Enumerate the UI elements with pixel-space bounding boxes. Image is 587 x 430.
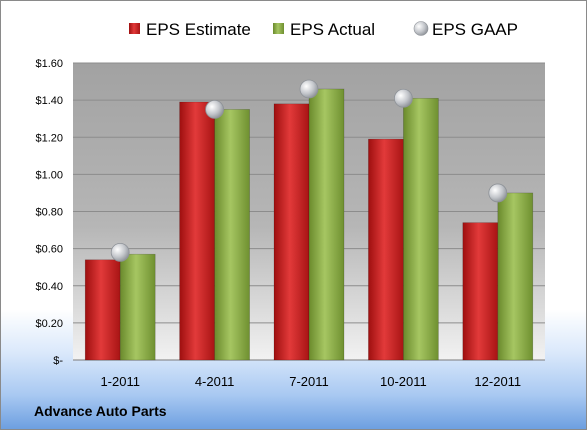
x-axis-categories: 1-2011 4-2011 7-2011 10-2011 12-2011	[100, 374, 521, 389]
marker-eps-gaap	[110, 242, 130, 262]
y-tick-label: $0.20	[35, 318, 63, 330]
chart-caption: Advance Auto Parts	[34, 403, 167, 419]
y-axis-ticks: $- $0.20 $0.40 $0.60 $0.80 $1.00 $1.20 $1.40 $1.…	[35, 58, 63, 367]
gaap-markers	[110, 79, 508, 262]
bar-eps-actual	[308, 88, 345, 361]
marker-eps-gaap	[205, 100, 225, 119]
bar-eps-actual	[403, 97, 439, 361]
x-category-label: 7-2011	[289, 374, 329, 389]
bar-eps-actual	[497, 192, 534, 361]
bar-eps-estimate	[368, 138, 404, 361]
legend-label: EPS Actual	[290, 20, 375, 39]
legend-label: EPS Estimate	[146, 20, 251, 39]
bar-eps-actual	[214, 109, 250, 361]
x-category-label: 10-2011	[380, 374, 427, 389]
y-tick-label: $1.40	[35, 95, 63, 107]
marker-eps-gaap	[299, 79, 319, 99]
x-category-label: 12-2011	[474, 374, 521, 389]
y-tick-label: $1.60	[35, 58, 63, 70]
x-category-label: 1-2011	[100, 374, 140, 389]
legend-swatch	[273, 23, 284, 34]
bar-eps-estimate	[179, 101, 215, 361]
y-tick-label: $0.60	[35, 244, 63, 256]
legend-swatch	[413, 21, 429, 36]
legend-swatch	[129, 23, 140, 34]
bars	[84, 88, 534, 361]
bar-eps-estimate	[273, 103, 310, 361]
marker-eps-gaap	[488, 183, 508, 203]
y-tick-label: $0.80	[35, 207, 63, 219]
y-tick-label: $-	[53, 355, 63, 367]
bar-eps-actual	[119, 253, 156, 361]
bar-eps-estimate	[84, 259, 121, 361]
bar-eps-estimate	[462, 222, 499, 361]
y-tick-label: $1.20	[35, 132, 63, 144]
marker-eps-gaap	[393, 88, 413, 108]
legend: EPS Estimate EPS Actual EPS GAAP	[129, 20, 518, 39]
x-category-label: 4-2011	[195, 374, 235, 389]
y-tick-label: $0.40	[35, 281, 63, 293]
legend-label: EPS GAAP	[432, 20, 518, 39]
y-tick-label: $1.00	[35, 169, 63, 181]
